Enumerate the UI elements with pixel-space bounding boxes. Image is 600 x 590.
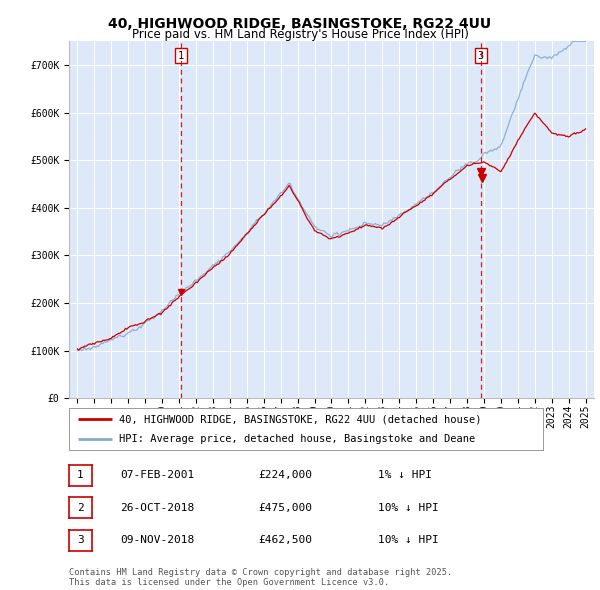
- Text: £462,500: £462,500: [258, 535, 312, 545]
- Text: Contains HM Land Registry data © Crown copyright and database right 2025.
This d: Contains HM Land Registry data © Crown c…: [69, 568, 452, 587]
- Text: 40, HIGHWOOD RIDGE, BASINGSTOKE, RG22 4UU: 40, HIGHWOOD RIDGE, BASINGSTOKE, RG22 4U…: [109, 17, 491, 31]
- Text: £475,000: £475,000: [258, 503, 312, 513]
- Text: 2: 2: [77, 503, 84, 513]
- Text: 40, HIGHWOOD RIDGE, BASINGSTOKE, RG22 4UU (detached house): 40, HIGHWOOD RIDGE, BASINGSTOKE, RG22 4U…: [119, 414, 481, 424]
- Text: 3: 3: [478, 51, 484, 61]
- Text: 09-NOV-2018: 09-NOV-2018: [120, 535, 194, 545]
- Text: 26-OCT-2018: 26-OCT-2018: [120, 503, 194, 513]
- Text: 10% ↓ HPI: 10% ↓ HPI: [378, 503, 439, 513]
- Text: 1% ↓ HPI: 1% ↓ HPI: [378, 470, 432, 480]
- Text: 07-FEB-2001: 07-FEB-2001: [120, 470, 194, 480]
- Text: Price paid vs. HM Land Registry's House Price Index (HPI): Price paid vs. HM Land Registry's House …: [131, 28, 469, 41]
- Text: HPI: Average price, detached house, Basingstoke and Deane: HPI: Average price, detached house, Basi…: [119, 434, 475, 444]
- Text: 1: 1: [77, 470, 84, 480]
- Text: 1: 1: [178, 51, 184, 61]
- Text: £224,000: £224,000: [258, 470, 312, 480]
- Text: 3: 3: [77, 535, 84, 545]
- Text: 10% ↓ HPI: 10% ↓ HPI: [378, 535, 439, 545]
